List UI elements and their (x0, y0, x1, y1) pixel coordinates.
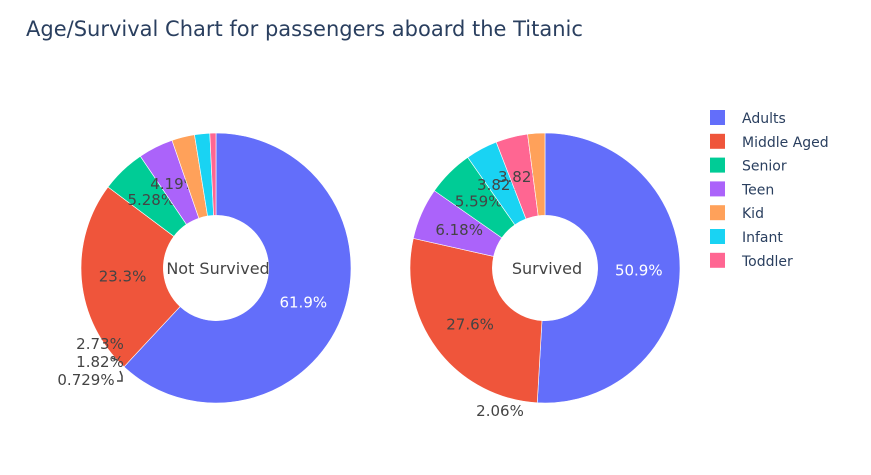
slice-label-senior: 5.28% (127, 191, 175, 209)
pie-center-label: Survived (512, 259, 582, 278)
slice-toddler[interactable] (209, 132, 217, 216)
legend-item-middle-aged[interactable]: Middle Aged (710, 133, 829, 151)
legend-swatch (710, 252, 725, 268)
leader-line (117, 370, 123, 382)
slice-label-middle-aged: 27.6% (446, 315, 494, 333)
pie-not-survived: 61.9%23.3%5.28%4.19%2.73%1.82%0.729%Not … (57, 132, 352, 404)
slice-label-teen: 6.18% (435, 221, 483, 239)
legend-label: Senior (742, 159, 787, 175)
legend-swatch (710, 229, 725, 244)
slice-label-kid: 2.73% (76, 335, 124, 353)
slice-label-toddler: 0.729% (57, 371, 114, 389)
pie-survived: 50.9%27.6%6.18%5.59%3.82%3.82%2.06%Survi… (409, 132, 681, 420)
legend-item-senior[interactable]: Senior (710, 157, 787, 175)
slice-label-middle-aged: 23.3% (99, 267, 147, 285)
slice-label-infant: 1.82% (76, 353, 124, 371)
legend-swatch (710, 157, 725, 173)
legend-item-infant[interactable]: Infant (710, 229, 783, 246)
legend-label: Adults (742, 111, 786, 127)
legend-label: Middle Aged (742, 135, 829, 151)
chart-title: Age/Survival Chart for passengers aboard… (26, 17, 583, 41)
legend-item-teen[interactable]: Teen (710, 181, 774, 198)
slice-label-kid: 2.06% (476, 402, 524, 420)
legend-item-kid[interactable]: Kid (710, 205, 764, 222)
legend-label: Kid (742, 206, 764, 222)
pie-charts: 61.9%23.3%5.28%4.19%2.73%1.82%0.729%Not … (57, 132, 681, 420)
legend-label: Infant (742, 230, 783, 246)
leader-line (111, 357, 118, 361)
slice-label-adults: 61.9% (279, 293, 327, 311)
slice-label-senior: 5.59% (455, 193, 503, 211)
slice-kid[interactable] (527, 132, 546, 217)
legend-item-adults[interactable]: Adults (710, 110, 786, 127)
pie-center-label: Not Survived (166, 259, 269, 278)
slice-middle-aged[interactable] (409, 237, 543, 404)
legend-swatch (710, 205, 725, 221)
legend-item-toddler[interactable]: Toddler (710, 252, 793, 270)
slice-adults[interactable] (536, 132, 681, 404)
legend-label: Teen (741, 182, 774, 198)
legend[interactable]: Adults Middle Aged Senior Teen Kid Infant Todd… (710, 110, 829, 270)
slice-adults[interactable] (123, 132, 352, 404)
legend-swatch (710, 110, 725, 125)
slice-middle-aged[interactable] (80, 186, 181, 368)
legend-label: Toddler (741, 254, 793, 270)
legend-swatch (710, 181, 725, 197)
slice-label-adults: 50.9% (615, 262, 663, 280)
legend-swatch (710, 133, 725, 149)
